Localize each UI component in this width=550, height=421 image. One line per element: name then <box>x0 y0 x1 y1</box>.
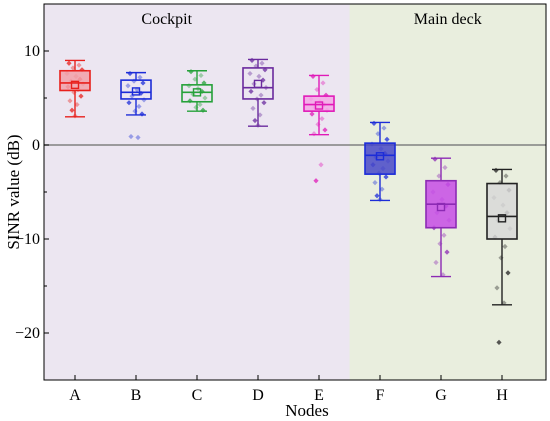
data-point-D <box>247 70 253 77</box>
data-point-E <box>318 162 324 168</box>
data-point-F <box>384 136 390 142</box>
data-point-G <box>444 249 450 255</box>
box-iqr-C <box>181 84 213 103</box>
data-point-D <box>261 100 267 106</box>
x-axis: A B C D E F G H <box>69 375 508 404</box>
data-point-F <box>383 174 389 180</box>
x-tick-label: G <box>435 387 447 404</box>
data-point-E <box>322 127 328 133</box>
box-A <box>59 59 91 118</box>
region-backgrounds <box>44 4 546 380</box>
data-point-B <box>137 74 143 80</box>
y-axis: 10 0 −10 −20 <box>15 3 49 381</box>
region-label-0: Cockpit <box>141 11 192 28</box>
data-point-E <box>319 116 325 122</box>
x-tick-label: D <box>252 387 264 404</box>
data-point-F <box>381 125 387 131</box>
x-tick-label: A <box>69 387 81 404</box>
data-point-G <box>442 164 448 171</box>
data-point-A <box>74 101 80 108</box>
mean-F <box>375 152 385 161</box>
box-B <box>120 71 152 116</box>
box-iqr-F <box>364 142 396 175</box>
data-point-H <box>503 173 509 179</box>
mean-A <box>70 80 80 90</box>
y-tick-label: 0 <box>32 137 40 154</box>
data-point-F <box>374 193 380 199</box>
data-point-D <box>250 105 256 111</box>
data-point-D <box>252 117 258 124</box>
data-point-D <box>248 88 254 95</box>
x-tick-label: B <box>131 387 142 404</box>
data-point-H <box>496 339 502 345</box>
y-tick-label: 10 <box>24 43 40 60</box>
data-point-A <box>78 93 84 99</box>
box-H <box>486 168 518 306</box>
data-point-A <box>71 89 77 95</box>
data-point-H <box>494 285 500 291</box>
box-C <box>181 70 213 112</box>
x-tick-label: E <box>314 387 324 404</box>
mean-D <box>253 79 263 89</box>
data-point-B <box>125 83 131 89</box>
box-iqr-D <box>242 67 274 100</box>
region-labels: Cockpit Main deck <box>141 11 481 28</box>
data-point-B <box>128 133 134 140</box>
data-point-B <box>126 100 132 106</box>
mean-E <box>314 101 324 110</box>
x-tick-label: F <box>376 387 385 404</box>
data-point-D <box>258 92 264 98</box>
data-point-F <box>379 186 385 192</box>
box-iqr-A <box>59 69 91 92</box>
data-point-A <box>76 62 82 68</box>
data-point-C <box>198 72 204 79</box>
y-tick-label: −20 <box>15 325 40 342</box>
data-point-C <box>186 83 192 89</box>
data-point-A <box>66 60 72 66</box>
data-point-A <box>69 107 75 113</box>
y-tick-label: −10 <box>15 231 40 248</box>
data-point-F <box>372 180 378 186</box>
data-point-E <box>313 178 319 184</box>
data-point-B <box>140 80 146 86</box>
data-point-H <box>505 270 511 276</box>
data-point-B <box>136 103 142 110</box>
x-tick-label: H <box>496 387 508 404</box>
box-iqr-H <box>486 182 518 240</box>
data-point-A <box>70 65 76 71</box>
data-point-G <box>441 232 447 238</box>
box-plots <box>59 58 518 306</box>
box-G <box>425 157 457 278</box>
data-point-E <box>320 80 326 86</box>
data-point-D <box>256 73 262 79</box>
mean-B <box>131 87 141 96</box>
data-point-D <box>249 57 255 63</box>
data-point-A <box>67 98 73 104</box>
data-point-B <box>135 134 141 141</box>
x-axis-label: Nodes <box>285 401 328 420</box>
data-point-C <box>200 107 206 113</box>
data-point-D <box>259 60 265 66</box>
y-axis-label: SINR value (dB) <box>4 134 23 249</box>
box-iqr-E <box>303 95 335 112</box>
mean-C <box>192 88 202 97</box>
data-point-B <box>131 78 137 84</box>
box-E <box>303 74 335 136</box>
data-point-C <box>202 95 208 101</box>
mean-G <box>436 202 446 212</box>
box-D <box>242 58 274 127</box>
data-point-G <box>433 259 439 266</box>
region-label-1: Main deck <box>414 11 482 28</box>
x-tick-label: C <box>192 387 203 404</box>
data-point-E <box>309 111 315 117</box>
box-F <box>364 121 396 202</box>
box-iqr-B <box>120 79 152 100</box>
data-point-D <box>257 112 263 118</box>
region-bg-0 <box>44 4 350 380</box>
data-point-H <box>502 243 508 250</box>
mean-H <box>497 214 507 223</box>
data-point-C <box>199 88 205 95</box>
data-point-C <box>197 101 203 108</box>
